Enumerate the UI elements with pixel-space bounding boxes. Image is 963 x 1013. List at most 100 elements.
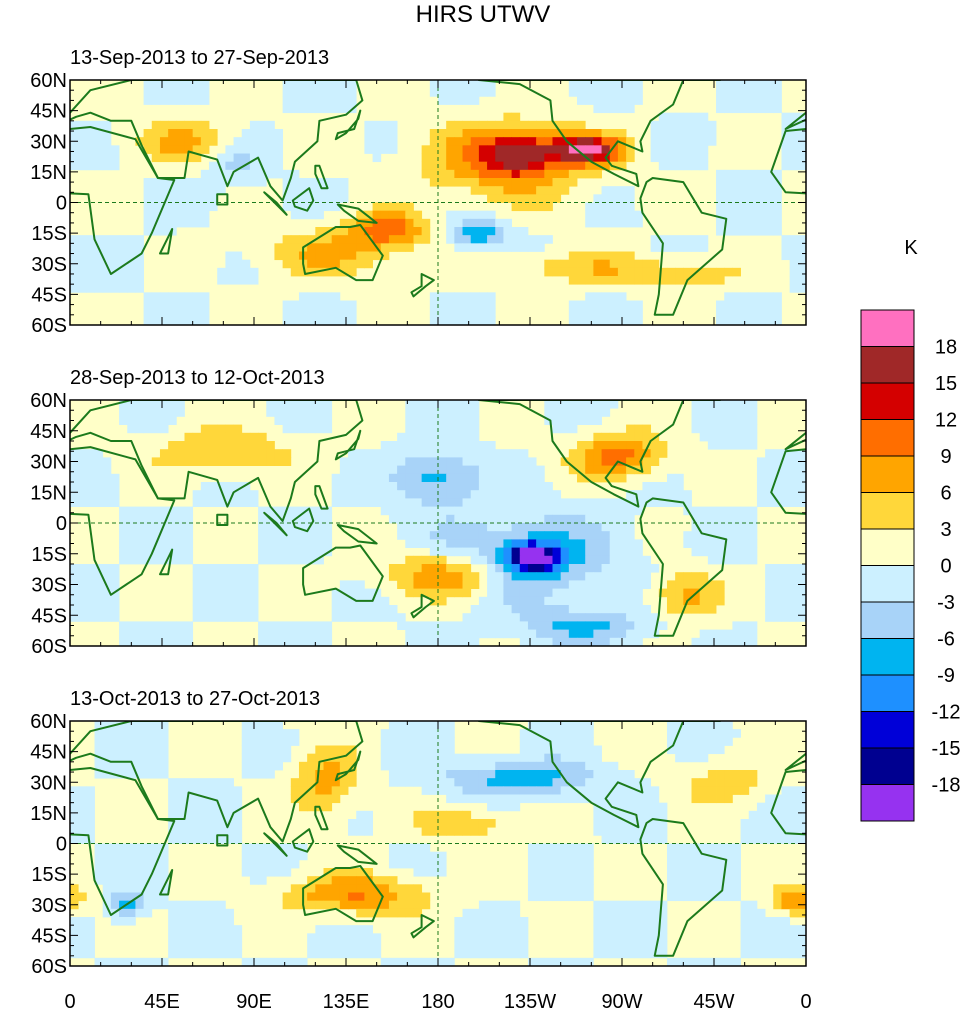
x-tick-label: 180 — [421, 991, 454, 1013]
colorbar-box — [860, 747, 915, 785]
coastline-new-zealand — [410, 273, 435, 298]
coastline-new-guinea — [336, 203, 378, 224]
coastline-sri-lanka-box — [216, 834, 229, 847]
y-tick-label: 15N — [30, 482, 67, 504]
y-tick-label: 15N — [30, 162, 67, 184]
coastline-sumatra — [263, 511, 288, 537]
coastline-africa — [770, 127, 806, 195]
coastline-new-zealand — [410, 914, 435, 939]
colorbar-box — [860, 419, 915, 457]
coastline-south-america — [639, 497, 728, 637]
coastline-africa — [70, 126, 176, 275]
colorbar-box — [860, 346, 915, 384]
y-tick-label: 60S — [31, 315, 67, 337]
x-tick-label: 0 — [64, 991, 75, 1013]
colorbar: 18 15 12 9 6 3 0 -3 -6 -9 -12 -15 -18 — [860, 309, 961, 822]
y-tick-label: 45S — [31, 605, 67, 627]
chart-title: HIRS UTWV — [416, 1, 551, 28]
x-tick-label: 45W — [693, 991, 734, 1013]
coastline-new-guinea — [336, 844, 378, 865]
y-tick-label: 0 — [56, 193, 67, 215]
coastline-north-america — [477, 80, 685, 188]
colorbar-label: -6 — [937, 629, 955, 651]
colorbar-box — [860, 309, 915, 347]
coastline-africa — [70, 767, 176, 916]
colorbar-label: -18 — [932, 775, 961, 797]
y-tick-label: 60N — [30, 70, 67, 92]
coastline-japan — [334, 750, 362, 782]
y-tick-label: 15S — [31, 864, 67, 886]
x-tick-label: 90E — [236, 991, 272, 1013]
x-tick-label: 90W — [601, 991, 642, 1013]
coastline-australia — [302, 224, 384, 282]
coastline-north-america — [477, 400, 685, 508]
coastline-japan — [334, 109, 362, 141]
colorbar-label: -15 — [932, 738, 961, 760]
y-tick-label: 45N — [30, 101, 67, 123]
colorbar-label: 12 — [935, 410, 957, 432]
coastline-eurasia — [784, 111, 806, 130]
coastline-eurasia — [70, 400, 364, 522]
coastline-borneo — [291, 828, 315, 853]
tick-marks — [69, 399, 807, 647]
y-tick-label: 30S — [31, 895, 67, 917]
coastlines — [70, 721, 806, 957]
anomaly-field — [70, 80, 806, 325]
coastline-madagascar — [159, 869, 174, 896]
y-tick-label: 60N — [30, 711, 67, 733]
y-tick-label: 45S — [31, 284, 67, 306]
colorbar-box — [860, 455, 915, 493]
y-tick-label: 15N — [30, 803, 67, 825]
coastline-philippines — [314, 805, 329, 831]
coastline-japan — [334, 429, 362, 461]
y-tick-label: 45S — [31, 925, 67, 947]
coastline-eurasia — [70, 721, 364, 843]
coastline-eurasia — [70, 80, 364, 202]
coastline-africa — [770, 448, 806, 515]
coastline-borneo — [291, 507, 315, 533]
coastline-philippines — [314, 485, 329, 510]
y-tick-label: 15S — [31, 223, 67, 245]
tick-marks — [69, 720, 807, 967]
x-axis-labels: 0 45E 90E 135E 180 135W 90W 45W 0 — [64, 991, 811, 1013]
panel-subtitle: 13-Oct-2013 to 27-Oct-2013 — [70, 688, 320, 710]
coastline-madagascar — [159, 228, 174, 255]
y-tick-label: 0 — [56, 513, 67, 535]
colorbar-box — [860, 784, 915, 822]
coastlines — [70, 80, 806, 316]
coastline-sumatra — [263, 832, 288, 857]
coastline-madagascar — [159, 548, 174, 576]
coastline-australia — [302, 544, 384, 602]
y-tick-label: 15S — [31, 544, 67, 566]
colorbar-box — [860, 638, 915, 676]
colorbar-box — [860, 528, 915, 566]
coastline-australia — [302, 865, 384, 923]
colorbar-label: 15 — [935, 373, 957, 395]
coastline-sri-lanka-box — [216, 193, 229, 206]
colorbar-label: 6 — [940, 483, 951, 505]
colorbar-box — [860, 601, 915, 639]
y-tick-label: 60N — [30, 390, 67, 412]
coastline-new-guinea — [336, 524, 378, 545]
colorbar-label: 3 — [940, 519, 951, 541]
colorbar-unit-label: K — [904, 237, 918, 259]
panel-subtitle: 28-Sep-2013 to 12-Oct-2013 — [70, 367, 325, 389]
y-tick-label: 30S — [31, 575, 67, 597]
coastline-new-zealand — [410, 593, 435, 619]
coastline-south-america — [639, 177, 728, 316]
coastline-africa — [770, 768, 806, 836]
colorbar-label: -3 — [937, 592, 955, 614]
colorbar-box — [860, 711, 915, 749]
colorbar-box — [860, 565, 915, 603]
y-tick-label: 30N — [30, 452, 67, 474]
colorbar-label: 9 — [940, 446, 951, 468]
x-tick-label: 45E — [144, 991, 180, 1013]
coastline-south-america — [639, 818, 728, 957]
coastline-north-america — [477, 721, 685, 829]
x-tick-label: 135W — [504, 991, 556, 1013]
colorbar-box — [860, 382, 915, 420]
coastline-philippines — [314, 164, 329, 190]
panels: 13-Sep-2013 to 27-Sep-201360N45N30N15N01… — [30, 47, 807, 978]
colorbar-label: 18 — [935, 337, 957, 359]
